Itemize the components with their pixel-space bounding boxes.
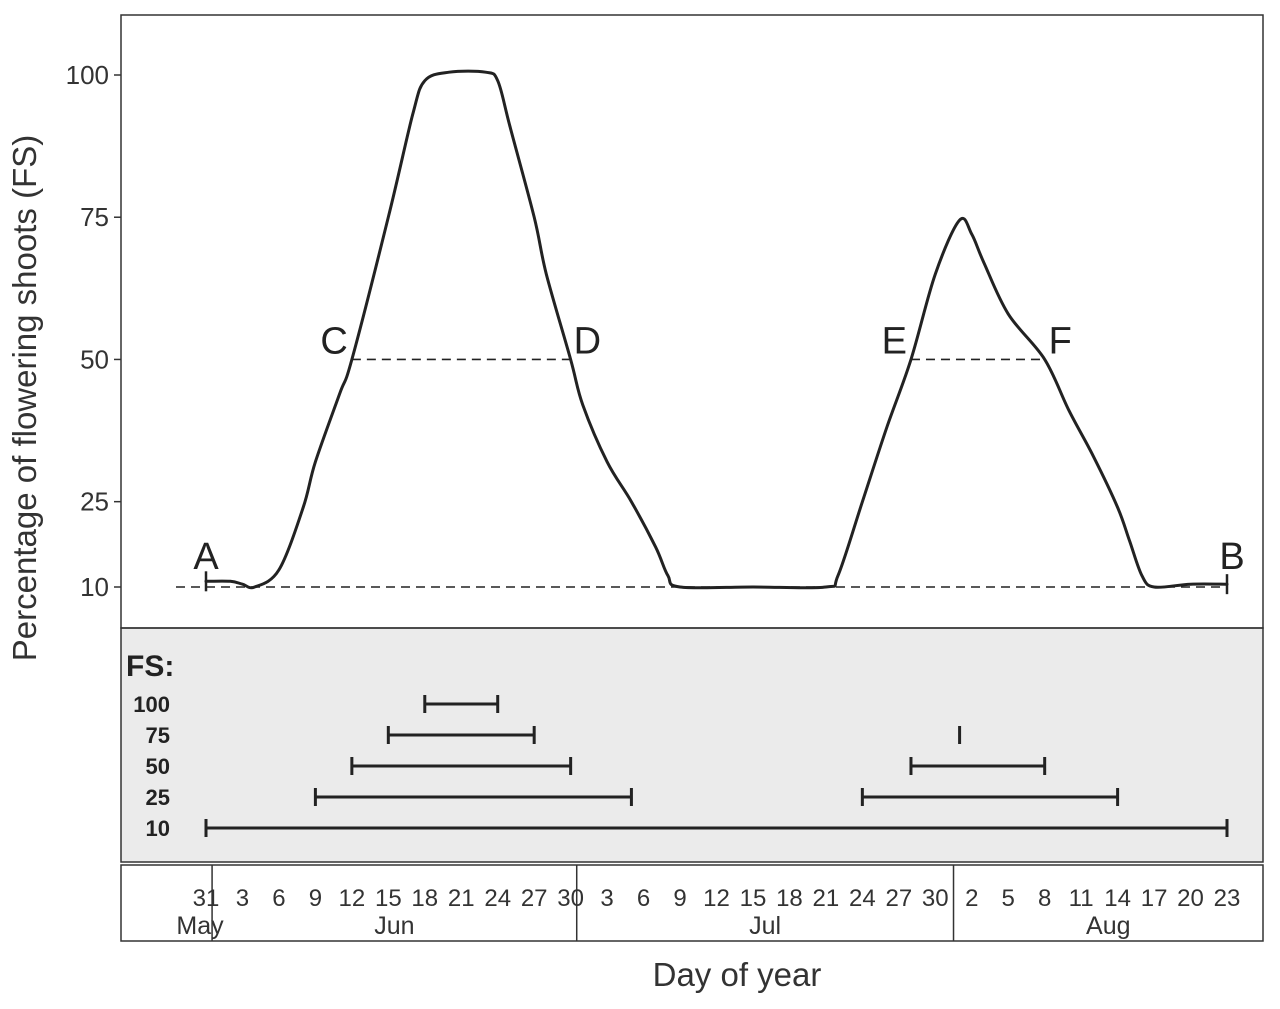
date-tick-label: 21 xyxy=(448,885,475,912)
y-axis: 10 25 50 75 100 xyxy=(66,60,121,602)
point-label: C xyxy=(320,320,347,362)
date-tick-label: 20 xyxy=(1177,885,1204,912)
y-tick-label: 100 xyxy=(66,60,109,90)
point-label: E xyxy=(882,320,907,362)
date-tick-label: 15 xyxy=(740,885,767,912)
month-label: Aug xyxy=(1086,912,1130,940)
plot-frame xyxy=(120,14,1264,942)
date-tick-label: 17 xyxy=(1141,885,1168,912)
y-tick-label: 25 xyxy=(80,487,109,517)
month-label: Jul xyxy=(749,912,781,940)
fs-panel-border xyxy=(120,627,1264,863)
point-label: D xyxy=(574,320,601,362)
y-tick-label: 50 xyxy=(80,344,109,374)
series-line xyxy=(204,69,1229,590)
date-tick-label: 23 xyxy=(1214,885,1241,912)
date-tick-label: 30 xyxy=(922,885,949,912)
date-tick-label: 12 xyxy=(339,885,366,912)
date-tick-label: 6 xyxy=(272,885,285,912)
point-label: A xyxy=(193,536,219,578)
fs-row-label: 100 xyxy=(133,692,170,717)
date-tick-label: 11 xyxy=(1069,885,1094,912)
date-tick-label: 27 xyxy=(521,885,548,912)
date-tick-label: 21 xyxy=(813,885,840,912)
date-tick-label: 12 xyxy=(703,885,730,912)
point-label: F xyxy=(1049,320,1072,362)
date-tick-label: 18 xyxy=(776,885,803,912)
date-tick-label: 3 xyxy=(236,885,249,912)
date-tick-label: 18 xyxy=(411,885,438,912)
point-labels: A B C D E F xyxy=(193,320,1244,578)
fs-panel: FS: 100 75 50 25 10 xyxy=(126,650,1229,841)
date-tick-label: 15 xyxy=(375,885,402,912)
point-label: B xyxy=(1219,536,1244,578)
date-tick-label: 9 xyxy=(309,885,322,912)
fs-row-label: 50 xyxy=(146,754,170,779)
y-tick-label: 75 xyxy=(80,202,109,232)
date-tick-label: 24 xyxy=(849,885,876,912)
date-tick-label: 31 xyxy=(193,885,220,912)
fs-row-label: 25 xyxy=(146,785,170,810)
date-tick-label: 8 xyxy=(1038,885,1051,912)
fs-panel-background xyxy=(121,628,1263,862)
fs-panel-title: FS: xyxy=(126,650,174,683)
date-axis-border xyxy=(120,864,1264,942)
y-axis-title: Percentage of flowering shoots (FS) xyxy=(6,135,43,661)
date-tick-label: 9 xyxy=(673,885,686,912)
x-axis-title: Day of year xyxy=(653,956,822,993)
date-tick-label: 2 xyxy=(965,885,978,912)
month-label: Jun xyxy=(374,912,414,940)
y-tick-label: 10 xyxy=(80,572,109,602)
month-label: May xyxy=(176,912,224,940)
fs-row-label: 75 xyxy=(146,723,170,748)
date-tick-label: 5 xyxy=(1002,885,1015,912)
date-tick-label: 6 xyxy=(637,885,650,912)
date-tick-label: 3 xyxy=(600,885,613,912)
date-tick-label: 14 xyxy=(1104,885,1131,912)
reference-lines xyxy=(176,358,1227,588)
series-layer xyxy=(204,69,1229,595)
date-tick-label: 27 xyxy=(885,885,912,912)
fs-row-label: 10 xyxy=(146,816,170,841)
date-tick-label: 24 xyxy=(484,885,511,912)
date-tick-label: 30 xyxy=(557,885,584,912)
date-axis: 31 3 6 9 12 15 18 21 24 27 30 3 6 9 12 15 18 21 24 27 30 2 5 8 1… xyxy=(176,865,1240,941)
